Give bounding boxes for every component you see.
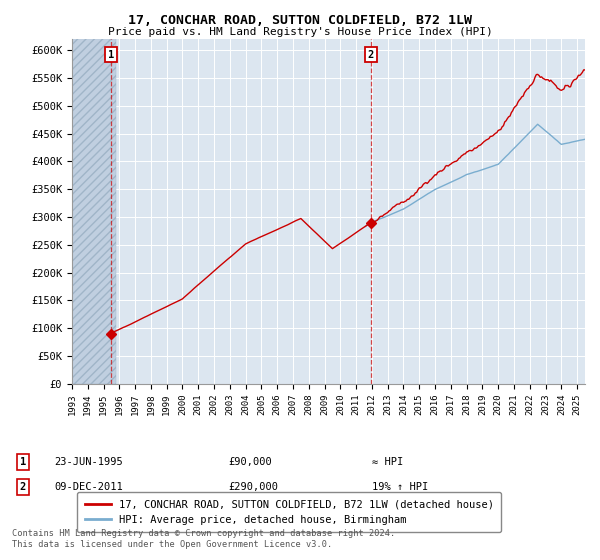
- Text: 2: 2: [368, 49, 374, 59]
- Text: Price paid vs. HM Land Registry's House Price Index (HPI): Price paid vs. HM Land Registry's House …: [107, 27, 493, 37]
- Text: 2: 2: [20, 482, 26, 492]
- Legend: 17, CONCHAR ROAD, SUTTON COLDFIELD, B72 1LW (detached house), HPI: Average price: 17, CONCHAR ROAD, SUTTON COLDFIELD, B72 …: [77, 492, 501, 532]
- Text: 17, CONCHAR ROAD, SUTTON COLDFIELD, B72 1LW: 17, CONCHAR ROAD, SUTTON COLDFIELD, B72 …: [128, 14, 472, 27]
- Text: Contains HM Land Registry data © Crown copyright and database right 2024.
This d: Contains HM Land Registry data © Crown c…: [12, 529, 395, 549]
- Text: 23-JUN-1995: 23-JUN-1995: [54, 457, 123, 467]
- Text: ≈ HPI: ≈ HPI: [372, 457, 403, 467]
- Text: £290,000: £290,000: [228, 482, 278, 492]
- Text: 09-DEC-2011: 09-DEC-2011: [54, 482, 123, 492]
- Bar: [72, 36, 116, 384]
- Text: 1: 1: [20, 457, 26, 467]
- Text: 1: 1: [108, 49, 114, 59]
- Text: 19% ↑ HPI: 19% ↑ HPI: [372, 482, 428, 492]
- Text: £90,000: £90,000: [228, 457, 272, 467]
